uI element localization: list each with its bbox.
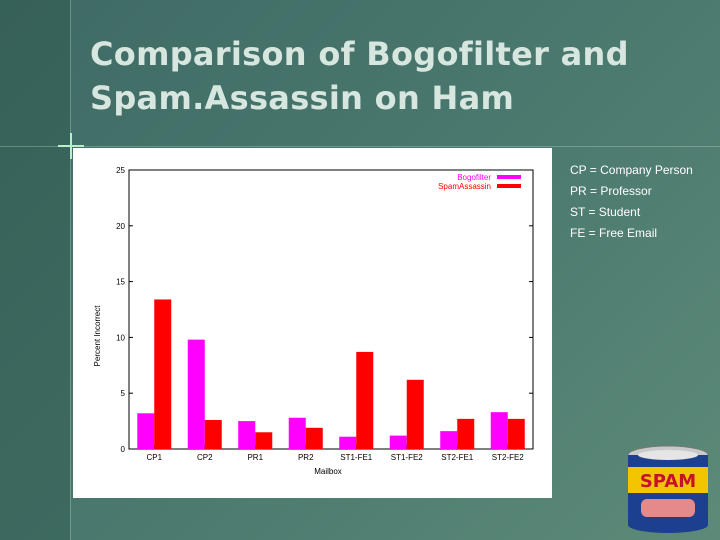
bar-spamassassin [507, 418, 525, 449]
bar-bogofilter [238, 421, 256, 449]
y-tick-label: 25 [116, 166, 125, 175]
legend-label: Bogofilter [457, 173, 491, 182]
sparkle-icon [58, 133, 84, 159]
spam-can-label: SPAM [640, 471, 696, 492]
bar-chart: Percent Incorrect Mailbox 0 5 10 15 20 25 CP1 C… [93, 166, 534, 476]
bar-spamassassin [457, 418, 475, 449]
bar-bogofilter [490, 412, 508, 449]
x-tick-label: PR1 [247, 453, 263, 462]
legend-swatch [497, 184, 521, 188]
y-tick-label: 20 [116, 222, 125, 231]
x-axis-label: Mailbox [314, 467, 342, 476]
x-tick-label: ST2-FE1 [441, 453, 474, 462]
frame-line-vertical [70, 0, 71, 540]
note-pr: PR = Professor [570, 184, 652, 198]
frame-line-horizontal [0, 146, 720, 147]
x-tick-label: PR2 [298, 453, 314, 462]
bar-spamassassin [406, 379, 424, 449]
plot-frame [128, 169, 534, 450]
bar-bogofilter [187, 339, 205, 449]
note-fe: FE = Free Email [570, 226, 658, 240]
slide-title: Comparison of Bogofilter and Spam.Assass… [90, 35, 629, 117]
bar-spamassassin [356, 351, 374, 449]
x-tick-label: CP2 [197, 453, 213, 462]
x-tick-label: ST2-FE2 [492, 453, 525, 462]
bar-bogofilter [288, 417, 306, 449]
bar-spamassassin [204, 419, 222, 449]
bar-bogofilter [137, 413, 155, 449]
note-cp: CP = Company Person [570, 163, 693, 177]
bar-spamassassin [305, 427, 323, 449]
chart-panel: Percent Incorrect Mailbox 0 5 10 15 20 25 CP1 C… [73, 148, 552, 498]
bar-bogofilter [389, 435, 407, 449]
bar-bogofilter [440, 431, 458, 449]
bar-spamassassin [154, 299, 172, 449]
y-tick-label: 0 [121, 445, 126, 454]
y-axis-label: Percent Incorrect [93, 305, 102, 367]
y-tick-label: 10 [116, 333, 125, 342]
left-band [0, 0, 70, 540]
spam-can-image: SPAM [627, 445, 709, 533]
y-tick-label: 15 [116, 278, 125, 287]
legend-swatch [497, 175, 521, 179]
legend-label: SpamAssassin [438, 182, 491, 191]
bar-spamassassin [255, 432, 273, 449]
x-tick-label: CP1 [146, 453, 162, 462]
x-tick-label: ST1-FE2 [391, 453, 424, 462]
abbreviation-notes: CP = Company Person PR = Professor ST = … [570, 160, 715, 244]
bar-bogofilter [339, 436, 357, 449]
x-tick-label: ST1-FE1 [340, 453, 373, 462]
note-st: ST = Student [570, 205, 641, 219]
y-tick-label: 5 [121, 389, 126, 398]
